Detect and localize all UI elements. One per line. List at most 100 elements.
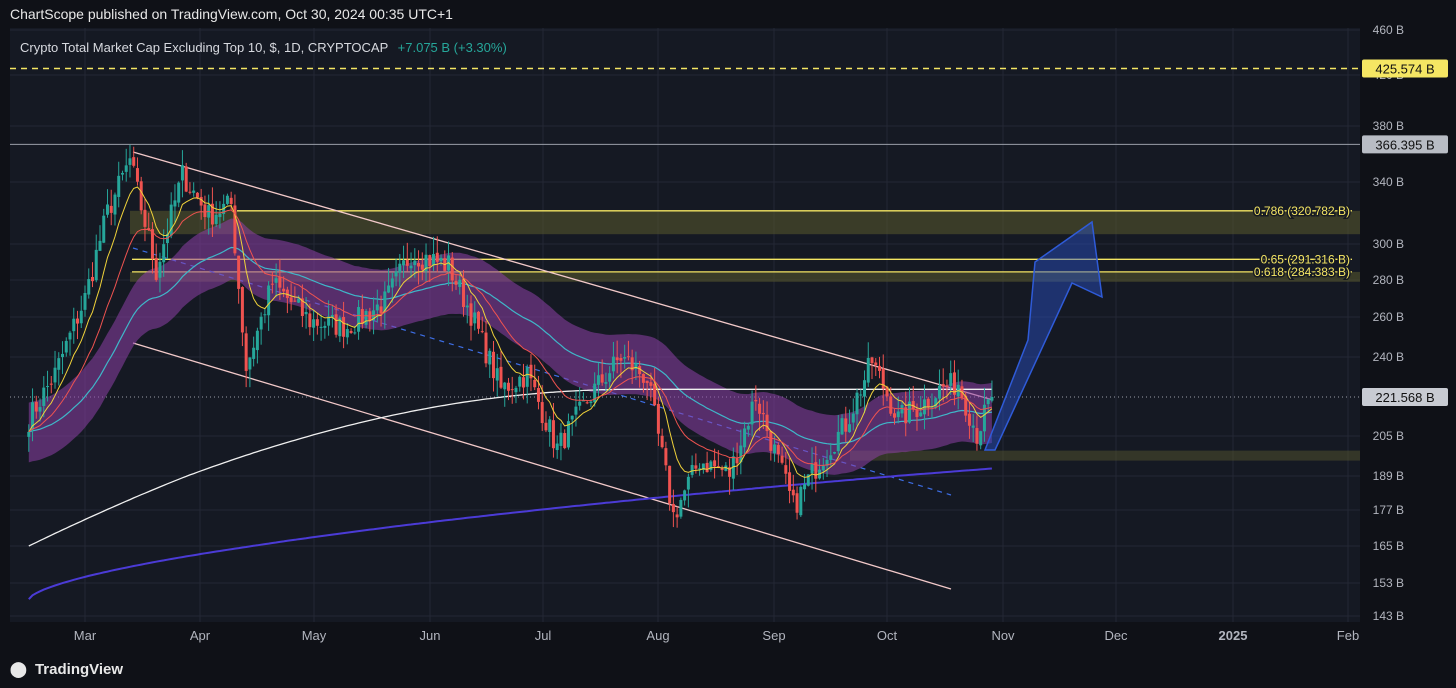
candle-body bbox=[345, 329, 349, 338]
candle-body bbox=[784, 465, 788, 474]
candle-body bbox=[937, 385, 941, 399]
footer-bar bbox=[0, 650, 1456, 688]
candle-body bbox=[124, 165, 128, 172]
candle-body bbox=[964, 395, 968, 416]
candle-body bbox=[638, 366, 642, 375]
candle-body bbox=[570, 415, 574, 420]
candle-body bbox=[462, 279, 466, 308]
candle-body bbox=[315, 319, 319, 326]
candle-body bbox=[836, 431, 840, 452]
publisher-text: ChartScope published on TradingView.com,… bbox=[10, 6, 453, 22]
candle-body bbox=[154, 257, 158, 280]
candle-body bbox=[878, 365, 882, 371]
candle-body bbox=[218, 213, 222, 218]
candle-body bbox=[469, 303, 473, 326]
candle-body bbox=[319, 326, 323, 328]
ema-21-line bbox=[28, 209, 993, 466]
candle-body bbox=[323, 325, 327, 328]
candle-body bbox=[27, 431, 31, 437]
x-tick-label: Sep bbox=[762, 628, 785, 643]
y-tick-label: 205 B bbox=[1373, 429, 1404, 443]
candle-body bbox=[473, 312, 477, 324]
candle-body bbox=[31, 402, 35, 430]
legend-change: +7.075 B (+3.30%) bbox=[397, 40, 507, 55]
candle-body bbox=[72, 318, 76, 332]
candle-body bbox=[645, 380, 649, 384]
candle-body bbox=[619, 357, 623, 361]
candle-body bbox=[210, 203, 214, 225]
y-tick-label: 460 B bbox=[1373, 23, 1404, 37]
candle-body bbox=[668, 465, 672, 504]
candle-body bbox=[829, 455, 833, 460]
candle-body bbox=[754, 400, 758, 402]
candle-body bbox=[282, 288, 286, 292]
candle-body bbox=[255, 330, 259, 351]
candle-body bbox=[87, 279, 91, 295]
x-tick-label: Oct bbox=[877, 628, 898, 643]
candle-body bbox=[98, 240, 102, 251]
candle-body bbox=[109, 205, 113, 213]
candle-body bbox=[750, 401, 754, 425]
candle-body bbox=[608, 373, 612, 382]
candle-body bbox=[555, 443, 559, 451]
candle-body bbox=[896, 411, 900, 418]
candle-body bbox=[465, 305, 469, 308]
candle-body bbox=[117, 175, 121, 197]
candle-body bbox=[761, 412, 765, 415]
ema-55-line bbox=[28, 246, 992, 446]
candle-body bbox=[499, 366, 503, 388]
candle-body bbox=[308, 313, 312, 328]
candle-body bbox=[529, 364, 533, 379]
fib-label: 0.618 (284.383 B) bbox=[1254, 265, 1350, 279]
candle-body bbox=[120, 172, 124, 175]
candle-body bbox=[285, 289, 289, 299]
candle-body bbox=[233, 205, 237, 254]
x-tick-label: Jul bbox=[535, 628, 552, 643]
candle-body bbox=[656, 403, 660, 434]
candle-body bbox=[199, 196, 203, 206]
candle-body bbox=[150, 229, 154, 259]
candle-body bbox=[510, 389, 514, 391]
tradingview-logo-icon: ⬤ bbox=[10, 661, 27, 678]
price-label-box bbox=[1362, 135, 1448, 154]
candle-body bbox=[683, 490, 687, 501]
candle-body bbox=[611, 356, 615, 372]
candle-body bbox=[38, 407, 42, 412]
candle-body bbox=[866, 357, 870, 383]
x-tick-label: Aug bbox=[646, 628, 669, 643]
candle-body bbox=[731, 456, 735, 479]
candle-body bbox=[814, 462, 818, 479]
candle-body bbox=[945, 385, 949, 388]
candle-body bbox=[698, 468, 702, 470]
candle-body bbox=[413, 260, 417, 266]
x-tick-label: Apr bbox=[190, 628, 211, 643]
tradingview-logo-text: TradingView bbox=[34, 661, 124, 678]
candle-body bbox=[630, 357, 634, 371]
candle-body bbox=[563, 433, 567, 449]
candle-body bbox=[967, 413, 971, 426]
candle-body bbox=[477, 311, 481, 329]
legend-title: Crypto Total Market Cap Excluding Top 10… bbox=[20, 40, 389, 55]
candle-body bbox=[574, 406, 578, 415]
candle-body bbox=[705, 462, 709, 473]
candle-body bbox=[941, 384, 945, 387]
candle-body bbox=[694, 465, 698, 469]
candle-body bbox=[128, 158, 132, 165]
candle-body bbox=[327, 316, 331, 326]
candle-body bbox=[113, 194, 117, 215]
candle-body bbox=[79, 310, 83, 324]
ma-long-line bbox=[28, 467, 992, 600]
candle-body bbox=[581, 400, 585, 402]
x-tick-label: Jun bbox=[420, 628, 441, 643]
x-tick-label: Feb bbox=[1337, 628, 1359, 643]
candle-body bbox=[907, 401, 911, 423]
candle-body bbox=[173, 200, 177, 207]
fib-zone-lower bbox=[130, 271, 1360, 282]
price-label-text: 425.574 B bbox=[1375, 61, 1434, 76]
candle-body bbox=[934, 398, 938, 408]
tradingview-logo[interactable]: ⬤ TradingView bbox=[10, 660, 123, 678]
projection-arrow bbox=[983, 220, 1103, 451]
candle-body bbox=[548, 419, 552, 432]
